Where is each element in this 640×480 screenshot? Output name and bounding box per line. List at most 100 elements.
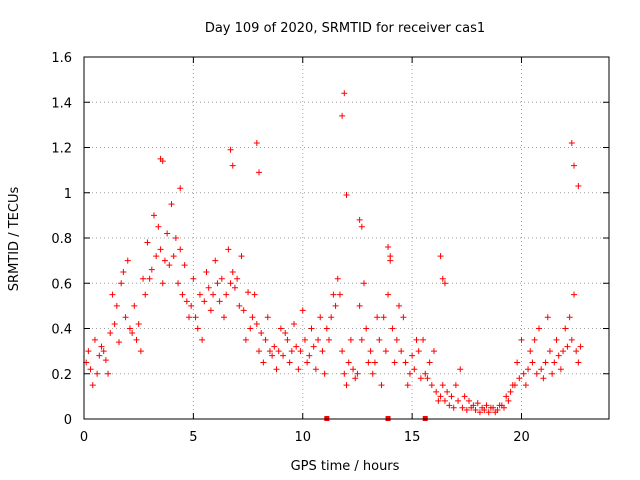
data-point <box>485 409 492 416</box>
data-point <box>242 336 249 343</box>
data-point <box>536 325 542 332</box>
data-point <box>256 348 262 355</box>
y-tick-label: 1.4 <box>51 96 72 111</box>
data-point <box>253 139 260 146</box>
data-point <box>304 359 311 366</box>
data-point <box>293 343 300 350</box>
data-point <box>417 375 424 382</box>
data-point <box>166 262 173 269</box>
data-point <box>107 330 114 337</box>
data-point <box>266 348 273 355</box>
data-point <box>439 275 446 282</box>
data-point <box>315 336 322 343</box>
data-point <box>326 336 332 343</box>
data-point <box>332 302 339 309</box>
data-point <box>148 266 155 273</box>
data-point <box>291 320 297 327</box>
data-point <box>446 402 453 409</box>
data-point <box>133 336 140 343</box>
data-point <box>227 146 234 153</box>
data-point <box>415 348 422 355</box>
data-point <box>284 336 291 343</box>
data-point <box>413 336 420 343</box>
data-point <box>433 388 440 395</box>
y-tick-label: 0 <box>64 413 72 428</box>
data-point <box>212 257 219 264</box>
data-point <box>299 307 306 314</box>
data-point <box>227 280 234 287</box>
data-point <box>275 348 282 355</box>
data-point <box>161 257 168 264</box>
data-point <box>288 348 295 355</box>
data-point <box>568 336 575 343</box>
data-point <box>196 291 203 298</box>
data-point <box>253 320 260 327</box>
data-point <box>371 359 378 366</box>
data-point <box>312 366 319 373</box>
data-point <box>271 343 278 350</box>
data-point <box>308 325 315 332</box>
axis-ticks: 0 0.2 0.4 0.6 0.8 1 1.2 1.4 1.6 0 5 10 15 20 <box>51 51 609 445</box>
data-point <box>461 393 468 400</box>
data-point <box>396 302 402 309</box>
data-point <box>577 343 584 350</box>
data-point <box>365 359 372 366</box>
data-point <box>201 298 208 305</box>
data-point <box>223 291 230 298</box>
data-point <box>575 182 582 189</box>
y-tick-label: 0.8 <box>51 232 72 247</box>
data-point <box>411 366 418 373</box>
data-point <box>457 366 464 373</box>
data-point <box>221 314 227 321</box>
data-point <box>286 359 293 366</box>
data-point <box>501 404 507 411</box>
data-point <box>111 320 118 327</box>
data-point <box>549 370 556 377</box>
x-axis-label: GPS time / hours <box>291 459 400 474</box>
y-tick-label: 1.2 <box>51 142 72 157</box>
data-point <box>170 253 177 260</box>
data-point <box>557 366 564 373</box>
grid-lines <box>84 57 609 419</box>
data-point <box>262 336 269 343</box>
data-point <box>538 366 545 373</box>
data-point <box>540 375 547 382</box>
data-point <box>358 223 365 230</box>
data-point <box>168 201 175 208</box>
data-point <box>172 235 179 241</box>
data-point <box>96 352 103 359</box>
data-point <box>319 348 326 355</box>
data-point <box>507 388 514 395</box>
data-point <box>269 352 276 359</box>
data-point <box>164 230 171 237</box>
data-point <box>339 348 346 355</box>
data-point <box>398 348 405 355</box>
data-point <box>492 409 499 416</box>
data-point <box>553 336 560 343</box>
data-point <box>452 382 459 389</box>
plot-frame <box>83 56 610 420</box>
data-point <box>240 307 247 314</box>
data-point <box>310 343 317 350</box>
data-point <box>144 239 151 246</box>
data-point <box>328 314 335 321</box>
data-point <box>177 185 184 192</box>
data-point <box>391 359 398 366</box>
data-point <box>387 253 394 260</box>
data-point <box>203 268 210 275</box>
data-point <box>256 169 262 176</box>
data-point <box>571 162 577 169</box>
data-point <box>159 280 166 287</box>
data-point <box>238 253 245 260</box>
data-point <box>225 246 232 253</box>
data-point <box>124 257 131 264</box>
data-point <box>487 404 494 411</box>
data-point <box>236 302 243 309</box>
y-tick-label: 1.6 <box>51 51 72 66</box>
data-point <box>295 366 302 373</box>
data-point <box>441 397 448 404</box>
data-point <box>356 216 363 223</box>
data-point <box>317 314 324 321</box>
data-point <box>345 359 352 366</box>
